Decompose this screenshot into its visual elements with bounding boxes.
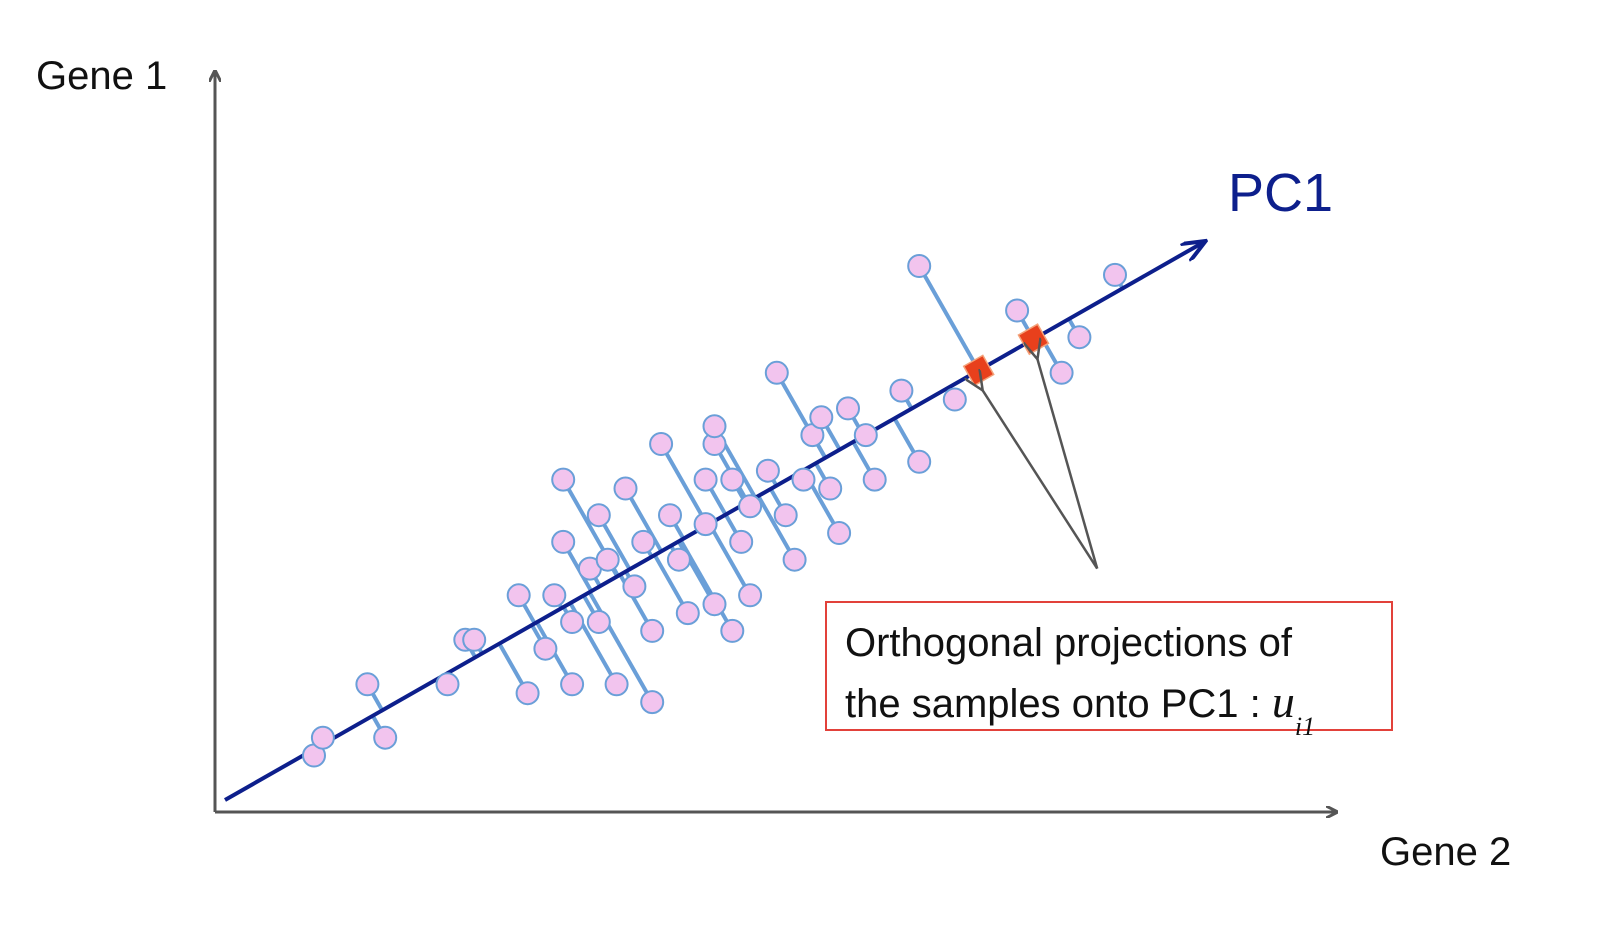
sample-point	[552, 469, 574, 491]
note-pointers	[983, 359, 1097, 568]
sample-point	[588, 504, 610, 526]
sample-point	[837, 397, 859, 419]
sample-point	[739, 584, 761, 606]
sample-point	[1006, 300, 1028, 322]
sample-point	[1051, 362, 1073, 384]
sample-point	[793, 469, 815, 491]
sample-point	[864, 469, 886, 491]
sample-point	[908, 451, 930, 473]
projection-marker	[964, 355, 994, 385]
note-pointer-arrow	[1037, 359, 1097, 568]
sample-point	[561, 611, 583, 633]
sample-point	[552, 531, 574, 553]
sample-point	[659, 504, 681, 526]
sample-point	[437, 673, 459, 695]
projection-line	[919, 266, 979, 370]
projection-symbol: u	[1272, 676, 1295, 727]
sample-point	[1068, 326, 1090, 348]
note-pointer-arrow	[983, 390, 1097, 568]
sample-point	[641, 691, 663, 713]
sample-point	[944, 389, 966, 411]
sample-point	[766, 362, 788, 384]
sample-point	[588, 611, 610, 633]
sample-point	[775, 504, 797, 526]
sample-point	[730, 531, 752, 553]
sample-point	[312, 727, 334, 749]
sample-point	[543, 584, 565, 606]
sample-point	[828, 522, 850, 544]
sample-point	[695, 513, 717, 535]
y-axis-label: Gene 1	[36, 54, 167, 99]
sample-point	[819, 478, 841, 500]
sample-point	[721, 469, 743, 491]
sample-point	[810, 406, 832, 428]
sample-point	[561, 673, 583, 695]
annotation-line-1: Orthogonal projections of	[845, 621, 1292, 666]
sample-point	[641, 620, 663, 642]
projection-marker	[1018, 324, 1048, 354]
x-axis-label: Gene 2	[1380, 830, 1511, 875]
sample-point	[784, 549, 806, 571]
annotation-line-2: the samples onto PC1 : ui1	[845, 675, 1315, 742]
pc1-label: PC1	[1228, 162, 1333, 224]
sample-point	[739, 495, 761, 517]
sample-point	[374, 727, 396, 749]
sample-point	[356, 673, 378, 695]
annotation-box: Orthogonal projections of the samples on…	[825, 601, 1393, 731]
sample-point	[908, 255, 930, 277]
annotation-line-2-text: the samples onto PC1 :	[845, 682, 1272, 726]
sample-point	[668, 549, 690, 571]
sample-point	[704, 415, 726, 437]
sample-point	[677, 602, 699, 624]
sample-point	[534, 638, 556, 660]
sample-point	[757, 460, 779, 482]
sample-point	[597, 549, 619, 571]
sample-point	[615, 478, 637, 500]
sample-point	[508, 584, 530, 606]
sample-point	[606, 673, 628, 695]
sample-point	[855, 424, 877, 446]
sample-point	[721, 620, 743, 642]
sample-point	[650, 433, 672, 455]
sample-point	[623, 575, 645, 597]
sample-point	[463, 629, 485, 651]
sample-point	[890, 380, 912, 402]
sample-point	[1104, 264, 1126, 286]
projection-subscript: i1	[1295, 712, 1315, 741]
sample-point	[704, 593, 726, 615]
sample-point	[517, 682, 539, 704]
sample-point	[632, 531, 654, 553]
sample-point	[695, 469, 717, 491]
